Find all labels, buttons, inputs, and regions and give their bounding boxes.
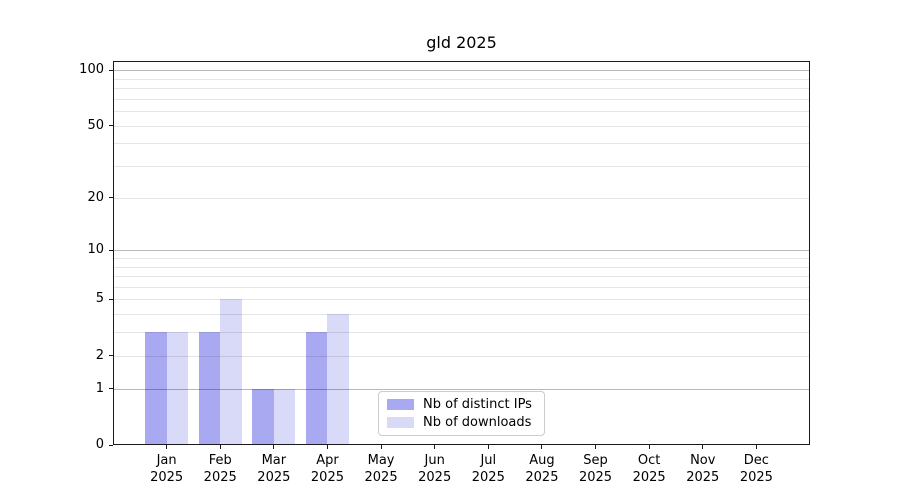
x-tick-mark bbox=[166, 445, 168, 449]
x-tick-mark bbox=[755, 445, 757, 449]
x-tick-mark bbox=[702, 445, 704, 449]
x-tick-label: Jun 2025 bbox=[418, 453, 452, 485]
bar-distinct-ips bbox=[145, 332, 167, 444]
major-gridline bbox=[114, 250, 809, 252]
y-tick-label: 0 bbox=[95, 437, 104, 452]
minor-gridline bbox=[114, 332, 809, 334]
minor-gridline bbox=[114, 276, 809, 278]
plot-area bbox=[113, 61, 810, 445]
x-tick-mark bbox=[541, 445, 543, 449]
x-tick-mark bbox=[380, 445, 382, 449]
minor-gridline bbox=[114, 143, 809, 145]
bar-downloads bbox=[166, 332, 189, 444]
x-tick-label: Feb 2025 bbox=[203, 453, 237, 485]
x-tick-label: Dec 2025 bbox=[739, 453, 773, 485]
legend-swatch-downloads bbox=[387, 417, 414, 428]
legend-label: Nb of distinct IPs bbox=[423, 397, 532, 412]
legend-label: Nb of downloads bbox=[423, 415, 532, 430]
x-tick-label: Jul 2025 bbox=[471, 453, 505, 485]
y-tick-mark bbox=[109, 388, 113, 390]
bar-downloads bbox=[220, 299, 242, 444]
bar-distinct-ips bbox=[252, 388, 274, 444]
x-tick-label: Aug 2025 bbox=[525, 453, 559, 485]
legend-item-distinct-ips: Nb of distinct IPs bbox=[387, 397, 535, 412]
x-tick-mark bbox=[487, 445, 489, 449]
minor-gridline bbox=[114, 299, 809, 301]
chart-title: gld 2025 bbox=[426, 33, 497, 52]
y-tick-mark bbox=[109, 125, 113, 127]
legend-item-downloads: Nb of downloads bbox=[387, 415, 535, 430]
y-tick-mark bbox=[109, 298, 113, 300]
y-tick-mark bbox=[109, 355, 113, 357]
y-tick-label: 50 bbox=[87, 117, 104, 133]
minor-gridline bbox=[114, 166, 809, 168]
minor-gridline bbox=[114, 98, 809, 100]
y-tick-label: 20 bbox=[87, 189, 104, 205]
y-tick-mark bbox=[109, 444, 113, 446]
y-tick-mark bbox=[109, 197, 113, 199]
bar-distinct-ips bbox=[198, 332, 221, 444]
minor-gridline bbox=[114, 88, 809, 90]
x-tick-label: Jan 2025 bbox=[150, 453, 184, 485]
bar-distinct-ips bbox=[305, 332, 328, 444]
major-gridline bbox=[114, 70, 809, 72]
legend: Nb of distinct IPs Nb of downloads bbox=[378, 391, 545, 436]
x-tick-mark bbox=[648, 445, 650, 449]
legend-swatch-distinct-ips bbox=[387, 399, 414, 410]
minor-gridline bbox=[114, 78, 809, 80]
x-tick-label: Mar 2025 bbox=[257, 453, 291, 485]
major-gridline bbox=[114, 388, 809, 390]
x-tick-mark bbox=[595, 445, 597, 449]
x-tick-mark bbox=[434, 445, 436, 449]
x-tick-mark bbox=[326, 445, 328, 449]
y-tick-label: 1 bbox=[95, 380, 104, 396]
y-tick-label: 2 bbox=[95, 347, 104, 363]
x-tick-label: May 2025 bbox=[364, 453, 398, 485]
minor-gridline bbox=[114, 111, 809, 113]
x-tick-mark bbox=[219, 445, 221, 449]
minor-gridline bbox=[114, 314, 809, 316]
minor-gridline bbox=[114, 197, 809, 199]
x-tick-mark bbox=[273, 445, 275, 449]
y-tick-mark bbox=[109, 69, 113, 71]
x-tick-label: Oct 2025 bbox=[632, 453, 666, 485]
x-tick-label: Apr 2025 bbox=[310, 453, 344, 485]
x-tick-label: Nov 2025 bbox=[686, 453, 720, 485]
y-tick-mark bbox=[109, 249, 113, 251]
minor-gridline bbox=[114, 286, 809, 288]
x-tick-label: Sep 2025 bbox=[578, 453, 613, 485]
bar-downloads bbox=[327, 314, 349, 444]
minor-gridline bbox=[114, 266, 809, 268]
minor-gridline bbox=[114, 125, 809, 127]
bar-downloads bbox=[273, 388, 296, 444]
minor-gridline bbox=[114, 257, 809, 259]
y-tick-label: 10 bbox=[87, 242, 104, 258]
y-tick-label: 100 bbox=[79, 62, 104, 78]
y-tick-label: 5 bbox=[95, 291, 104, 307]
minor-gridline bbox=[114, 355, 809, 357]
